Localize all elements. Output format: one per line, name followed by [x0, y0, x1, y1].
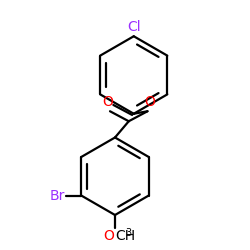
- Text: O: O: [144, 95, 156, 109]
- Text: O: O: [103, 228, 114, 242]
- Text: Br: Br: [50, 189, 65, 202]
- Text: 3: 3: [126, 228, 132, 238]
- Text: Cl: Cl: [127, 20, 140, 34]
- Text: O: O: [102, 95, 113, 109]
- Text: CH: CH: [115, 228, 135, 242]
